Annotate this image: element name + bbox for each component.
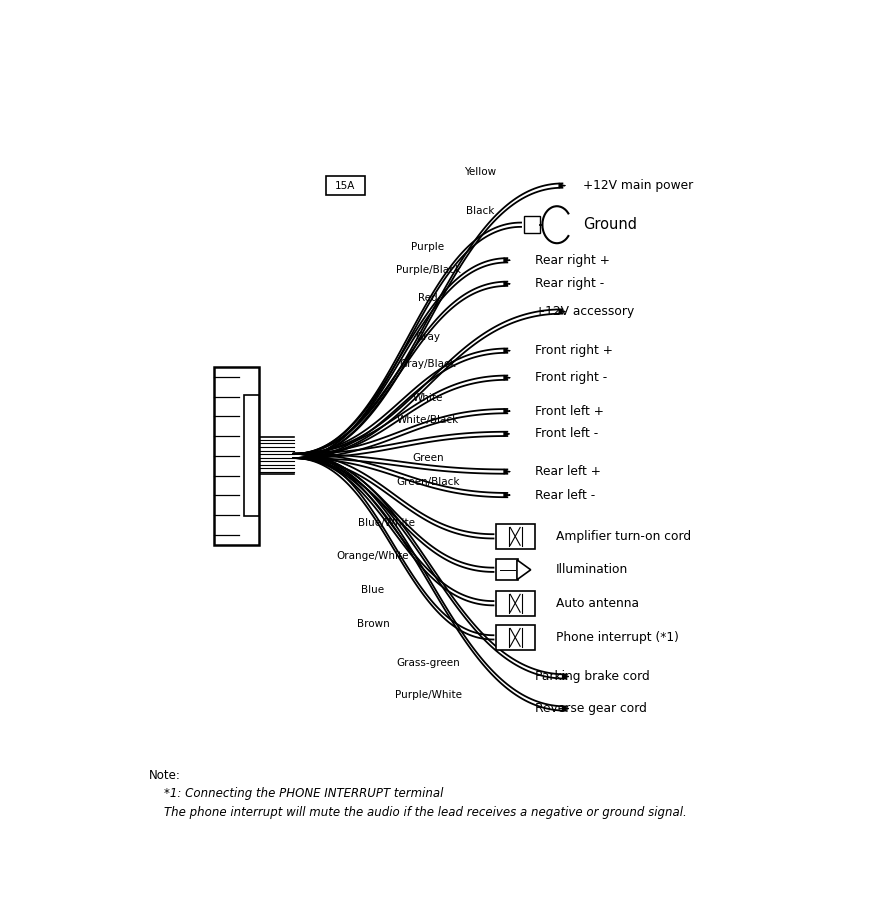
Text: +12V accessory: +12V accessory — [535, 305, 634, 318]
Text: Front right +: Front right + — [535, 344, 613, 358]
Text: White: White — [412, 393, 444, 403]
Polygon shape — [517, 560, 531, 579]
Text: Purple/White: Purple/White — [395, 690, 461, 700]
Text: Ground: Ground — [583, 217, 637, 232]
Text: White/Black: White/Black — [396, 416, 460, 425]
Text: Brown: Brown — [356, 619, 389, 629]
Text: Blue: Blue — [361, 585, 385, 595]
FancyBboxPatch shape — [214, 367, 260, 545]
Text: Grass-green: Grass-green — [396, 658, 460, 668]
Text: Rear left -: Rear left - — [535, 489, 595, 502]
Text: Yellow: Yellow — [464, 167, 496, 177]
FancyBboxPatch shape — [495, 590, 535, 615]
Text: Rear right +: Rear right + — [535, 254, 610, 267]
Text: Auto antenna: Auto antenna — [556, 597, 638, 610]
Text: Red: Red — [418, 293, 438, 303]
Text: Front right -: Front right - — [535, 371, 607, 384]
Text: Green/Black: Green/Black — [396, 477, 460, 487]
Text: The phone interrupt will mute the audio if the lead receives a negative or groun: The phone interrupt will mute the audio … — [149, 806, 687, 819]
Text: Blue/White: Blue/White — [358, 517, 415, 528]
Text: Amplifier turn-on cord: Amplifier turn-on cord — [556, 529, 691, 542]
Text: Gray/Black: Gray/Black — [400, 359, 456, 370]
Text: Note:: Note: — [149, 769, 180, 782]
Text: Front left +: Front left + — [535, 405, 604, 418]
Text: Illumination: Illumination — [556, 564, 628, 577]
FancyBboxPatch shape — [244, 395, 260, 517]
FancyBboxPatch shape — [495, 559, 517, 580]
Text: Parking brake cord: Parking brake cord — [535, 670, 650, 683]
Text: Purple: Purple — [412, 242, 444, 251]
Text: Rear right -: Rear right - — [535, 277, 605, 290]
Text: Green: Green — [412, 453, 444, 463]
Text: Gray: Gray — [415, 332, 441, 342]
Text: Phone interrupt (*1): Phone interrupt (*1) — [556, 631, 678, 644]
FancyBboxPatch shape — [495, 625, 535, 650]
Text: 15A: 15A — [335, 180, 356, 190]
Text: Front left -: Front left - — [535, 428, 598, 441]
Text: Orange/White: Orange/White — [337, 552, 409, 561]
FancyBboxPatch shape — [325, 176, 365, 195]
FancyBboxPatch shape — [524, 216, 541, 233]
Text: Purple/Black: Purple/Black — [396, 265, 461, 275]
Text: Rear left +: Rear left + — [535, 465, 601, 478]
Text: +12V main power: +12V main power — [583, 179, 693, 192]
Text: Reverse gear cord: Reverse gear cord — [535, 702, 646, 715]
FancyBboxPatch shape — [495, 524, 535, 549]
Text: Black: Black — [466, 206, 494, 216]
Text: *1: Connecting the PHONE INTERRUPT terminal: *1: Connecting the PHONE INTERRUPT termi… — [149, 787, 444, 800]
